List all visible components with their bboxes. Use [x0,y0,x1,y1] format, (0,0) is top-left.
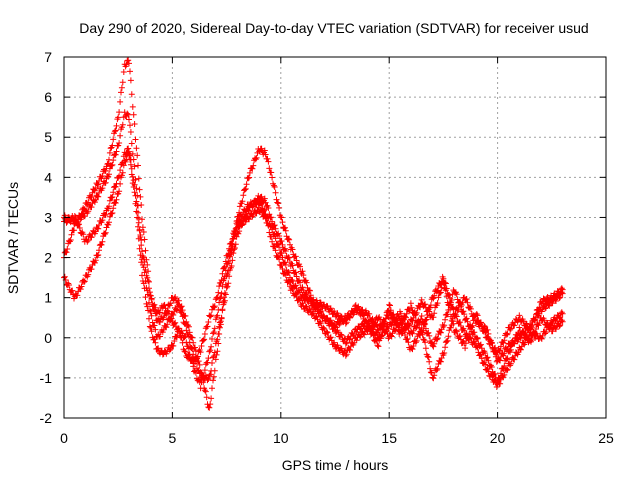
x-axis-title: GPS time / hours [282,457,389,473]
x-tick-label: 0 [60,430,68,446]
y-tick-label: 2 [44,250,52,266]
x-tick-label: 20 [490,430,506,446]
axis-tick-labels: 0 5 10 15 20 25 -2 -1 0 1 2 3 4 5 6 7 [40,49,614,446]
x-tick-label: 15 [381,430,397,446]
chart-title: Day 290 of 2020, Sidereal Day-to-day VTE… [79,20,588,36]
y-tick-label: 1 [44,290,52,306]
axis-ticks [63,56,607,419]
y-tick-label: 6 [44,89,52,105]
y-tick-label: 0 [44,330,52,346]
x-tick-label: 25 [598,430,614,446]
y-tick-label: 4 [44,169,52,185]
y-tick-label: 5 [44,129,52,145]
y-tick-label: -2 [40,410,53,426]
y-axis-title: SDTVAR / TECUs [5,182,21,294]
y-tick-label: 7 [44,49,52,65]
y-tick-label: -1 [40,370,53,386]
plot-frame [63,56,607,419]
x-tick-label: 5 [169,430,177,446]
x-tick-label: 10 [273,430,289,446]
y-tick-label: 3 [44,209,52,225]
